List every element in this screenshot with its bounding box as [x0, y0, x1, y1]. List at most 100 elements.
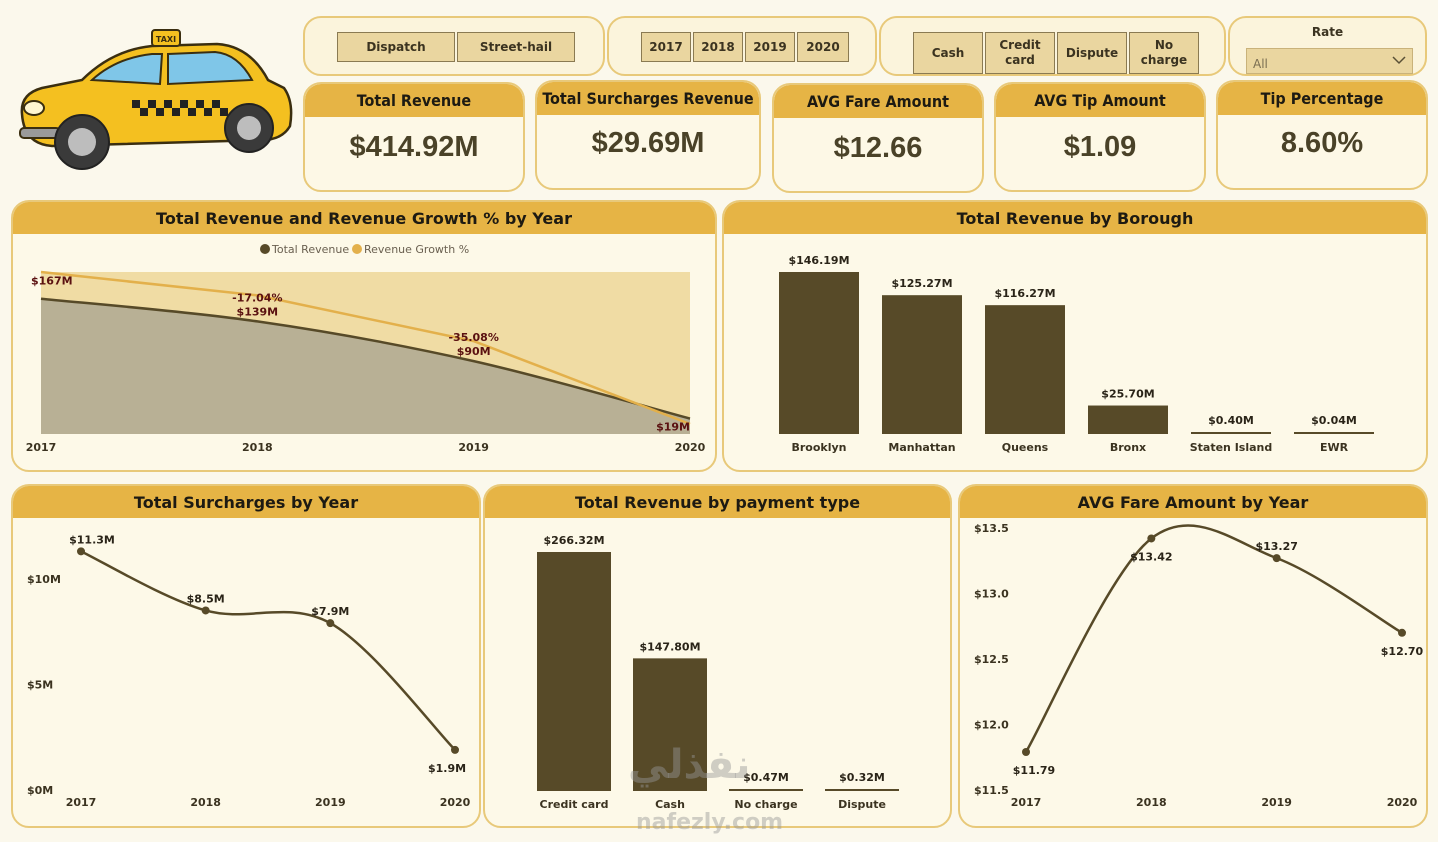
chart-title: AVG Fare Amount by Year	[960, 486, 1426, 518]
slicer-cash-button[interactable]: Cash	[913, 32, 983, 74]
slicer-street-hail-button[interactable]: Street-hail	[457, 32, 575, 62]
kpi-avg-tip: AVG Tip Amount $1.09	[994, 82, 1206, 192]
panel-revenue-growth: Total Revenue and Revenue Growth % by Ye…	[11, 200, 717, 472]
x-tick-label: No charge	[734, 798, 797, 811]
kpi-label: AVG Fare Amount	[774, 85, 982, 118]
kpi-tip-percentage: Tip Percentage 8.60%	[1216, 80, 1428, 190]
kpi-value: 8.60%	[1280, 127, 1364, 159]
bar	[779, 272, 859, 434]
x-tick-label: 2018	[1136, 796, 1167, 809]
legend-label: Revenue Growth %	[364, 243, 469, 256]
bar	[1294, 432, 1374, 434]
rate-slicer: Rate All	[1228, 16, 1427, 76]
chevron-down-icon	[1392, 54, 1406, 68]
x-tick-label: Manhattan	[888, 441, 955, 454]
data-label: $12.70	[1381, 645, 1424, 658]
data-label: $0.32M	[839, 771, 885, 784]
x-tick-label: 2018	[242, 441, 273, 454]
chart-title: Total Revenue and Revenue Growth % by Ye…	[13, 202, 715, 234]
slicer-dispute-button[interactable]: Dispute	[1057, 32, 1127, 74]
x-tick-label: Brooklyn	[791, 441, 846, 454]
y-tick-label: $5M	[27, 678, 53, 691]
slicer-year-2017-button[interactable]: 2017	[641, 32, 691, 62]
year-slicer: 2017 2018 2019 2020	[607, 16, 877, 76]
chart-title: Total Revenue by Borough	[724, 202, 1426, 234]
data-label: $25.70M	[1101, 388, 1154, 401]
series-line	[1024, 524, 1403, 753]
data-label: $8.5M	[187, 592, 225, 605]
data-label: $7.9M	[311, 605, 349, 618]
y-tick-label: $11.5	[974, 784, 1009, 797]
data-label: $167M	[31, 275, 73, 288]
y-tick-label: $13.0	[974, 588, 1009, 601]
series-line	[80, 550, 456, 751]
panel-revenue-payment: Total Revenue by payment type $266.32M Cr…	[483, 484, 952, 828]
y-tick-label: $0M	[27, 784, 53, 797]
x-tick-label: EWR	[1320, 441, 1349, 454]
x-tick-label: 2017	[1011, 796, 1042, 809]
x-tick-label: 2019	[458, 441, 489, 454]
bar	[825, 789, 899, 791]
y-tick-label: $12.0	[974, 719, 1009, 732]
x-tick-label: 2020	[440, 796, 471, 809]
payment-slicer: Cash Credit card Dispute No charge	[879, 16, 1226, 76]
rate-dropdown[interactable]: All	[1246, 48, 1413, 74]
data-label: -35.08%	[448, 331, 498, 344]
slicer-year-2019-button[interactable]: 2019	[745, 32, 795, 62]
bar	[882, 295, 962, 434]
x-tick-label: Staten Island	[1190, 441, 1273, 454]
x-tick-label: 2017	[66, 796, 97, 809]
svg-text:TAXI: TAXI	[156, 35, 176, 44]
x-tick-label: Bronx	[1110, 441, 1146, 454]
bar	[729, 789, 803, 791]
x-tick-label: 2019	[315, 796, 346, 809]
data-label: $139M	[237, 305, 279, 318]
growth-line	[40, 270, 691, 426]
kpi-label: Tip Percentage	[1218, 82, 1426, 115]
data-point	[1272, 554, 1281, 563]
kpi-value: $29.69M	[591, 127, 705, 159]
panel-avg-fare-year: AVG Fare Amount by Year $11.5 $12.0 $12.5 $…	[958, 484, 1428, 828]
slicer-credit-card-button[interactable]: Credit card	[985, 32, 1055, 74]
panel-revenue-borough: Total Revenue by Borough $146.19M Brookly…	[722, 200, 1428, 472]
surcharges-year-chart: $0M $5M $10M $11.3M 2017 $8.5M 2018 $7.9M 2019 $1…	[27, 533, 471, 809]
y-tick-label: $13.5	[974, 522, 1009, 535]
bar	[1191, 432, 1271, 434]
data-label: $11.3M	[69, 533, 115, 546]
bar	[633, 658, 707, 791]
data-label: $1.9M	[428, 762, 466, 775]
kpi-value: $12.66	[833, 132, 923, 164]
bar	[537, 552, 611, 791]
taxi-icon: TAXI	[19, 29, 293, 170]
x-tick-label: 2018	[190, 796, 221, 809]
slicer-year-2018-button[interactable]: 2018	[693, 32, 743, 62]
data-point	[1022, 748, 1030, 757]
chart-title: Total Surcharges by Year	[13, 486, 479, 518]
y-tick-label: $10M	[27, 573, 61, 586]
kpi-label: Total Surcharges Revenue	[537, 82, 759, 115]
revenue-line	[40, 297, 691, 420]
bar	[985, 305, 1065, 434]
slicer-year-2020-button[interactable]: 2020	[797, 32, 849, 62]
data-label: $0.47M	[743, 771, 789, 784]
avg-fare-year-chart: $11.5 $12.0 $12.5 $13.0 $13.5 $11.79 2017 $13.4…	[974, 522, 1424, 809]
rate-label: Rate	[1311, 25, 1344, 39]
kpi-value: $1.09	[1063, 131, 1137, 163]
data-label: $19M	[656, 421, 690, 434]
x-tick-label: 2020	[1387, 796, 1418, 809]
slicer-no-charge-button[interactable]: No charge	[1129, 32, 1199, 74]
x-tick-label: 2019	[1261, 796, 1292, 809]
data-point	[326, 619, 335, 628]
y-tick-label: $12.5	[974, 653, 1009, 666]
kpi-value: $414.92M	[349, 131, 479, 163]
slicer-dispatch-button[interactable]: Dispatch	[337, 32, 455, 62]
x-tick-label: Cash	[655, 798, 685, 811]
data-label: $11.79	[1013, 764, 1055, 777]
panel-surcharges-year: Total Surcharges by Year $0M $5M $10M $11.3…	[11, 484, 481, 828]
x-tick-label: 2017	[26, 441, 57, 454]
revenue-borough-chart: $146.19M Brooklyn $125.27M Manhattan $116.27…	[779, 254, 1374, 454]
revenue-area	[41, 298, 690, 434]
data-label: $146.19M	[788, 254, 849, 267]
kpi-avg-fare: AVG Fare Amount $12.66	[772, 83, 984, 193]
data-label: $147.80M	[639, 640, 700, 653]
